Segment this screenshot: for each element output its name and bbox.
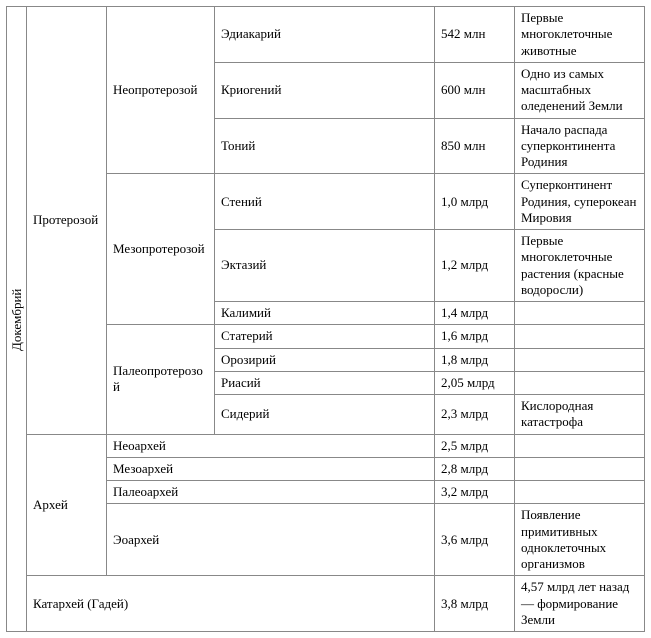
table-row: Докембрий Протерозой Неопротерозой Эдиак… xyxy=(7,7,645,63)
era-cell: Эоархей xyxy=(107,504,435,576)
eon-cell: Протерозой xyxy=(27,7,107,435)
period-cell: Эктазий xyxy=(215,230,435,302)
time-cell: 1,2 млрд xyxy=(435,230,515,302)
time-cell: 1,8 млрд xyxy=(435,348,515,371)
desc-cell xyxy=(515,481,645,504)
time-cell: 3,2 млрд xyxy=(435,481,515,504)
time-cell: 542 млн xyxy=(435,7,515,63)
time-cell: 600 млн xyxy=(435,62,515,118)
time-cell: 2,3 млрд xyxy=(435,395,515,435)
desc-cell xyxy=(515,457,645,480)
time-cell: 3,8 млрд xyxy=(435,576,515,632)
desc-cell: Появление примитивных одноклеточных орга… xyxy=(515,504,645,576)
time-cell: 1,6 млрд xyxy=(435,325,515,348)
desc-cell: 4,57 млрд лет назад — формирование Земли xyxy=(515,576,645,632)
time-cell: 3,6 млрд xyxy=(435,504,515,576)
desc-cell xyxy=(515,325,645,348)
era-cell: Палеоархей xyxy=(107,481,435,504)
time-cell: 1,4 млрд xyxy=(435,302,515,325)
super-eon-label: Докембрий xyxy=(7,7,27,632)
era-cell: Мезопротерозой xyxy=(107,174,215,325)
era-cell: Неоархей xyxy=(107,434,435,457)
time-cell: 850 млн xyxy=(435,118,515,174)
desc-cell xyxy=(515,348,645,371)
period-cell: Стений xyxy=(215,174,435,230)
eon-cell: Катархей (Гадей) xyxy=(27,576,435,632)
period-cell: Эдиакарий xyxy=(215,7,435,63)
geologic-time-table: Докембрий Протерозой Неопротерозой Эдиак… xyxy=(6,6,645,632)
desc-cell xyxy=(515,371,645,394)
desc-cell xyxy=(515,302,645,325)
period-cell: Калимий xyxy=(215,302,435,325)
table-row: Архей Неоархей 2,5 млрд xyxy=(7,434,645,457)
era-cell: Неопротерозой xyxy=(107,7,215,174)
desc-cell xyxy=(515,434,645,457)
desc-cell: Суперконтинент Родиния, суперокеан Миров… xyxy=(515,174,645,230)
time-cell: 1,0 млрд xyxy=(435,174,515,230)
eon-cell: Архей xyxy=(27,434,107,576)
period-cell: Риасий xyxy=(215,371,435,394)
period-cell: Статерий xyxy=(215,325,435,348)
period-cell: Сидерий xyxy=(215,395,435,435)
desc-cell: Одно из самых масштабных оледенений Земл… xyxy=(515,62,645,118)
time-cell: 2,8 млрд xyxy=(435,457,515,480)
period-cell: Орозирий xyxy=(215,348,435,371)
desc-cell: Кислородная катастрофа xyxy=(515,395,645,435)
desc-cell: Первые многоклеточные растения (красные … xyxy=(515,230,645,302)
desc-cell: Начало распада суперконтинента Родиния xyxy=(515,118,645,174)
time-cell: 2,05 млрд xyxy=(435,371,515,394)
desc-cell: Первые многоклеточные животные xyxy=(515,7,645,63)
period-cell: Криогений xyxy=(215,62,435,118)
time-cell: 2,5 млрд xyxy=(435,434,515,457)
table-row: Катархей (Гадей) 3,8 млрд 4,57 млрд лет … xyxy=(7,576,645,632)
era-cell: Палеопротерозой xyxy=(107,325,215,434)
era-cell: Мезоархей xyxy=(107,457,435,480)
period-cell: Тоний xyxy=(215,118,435,174)
